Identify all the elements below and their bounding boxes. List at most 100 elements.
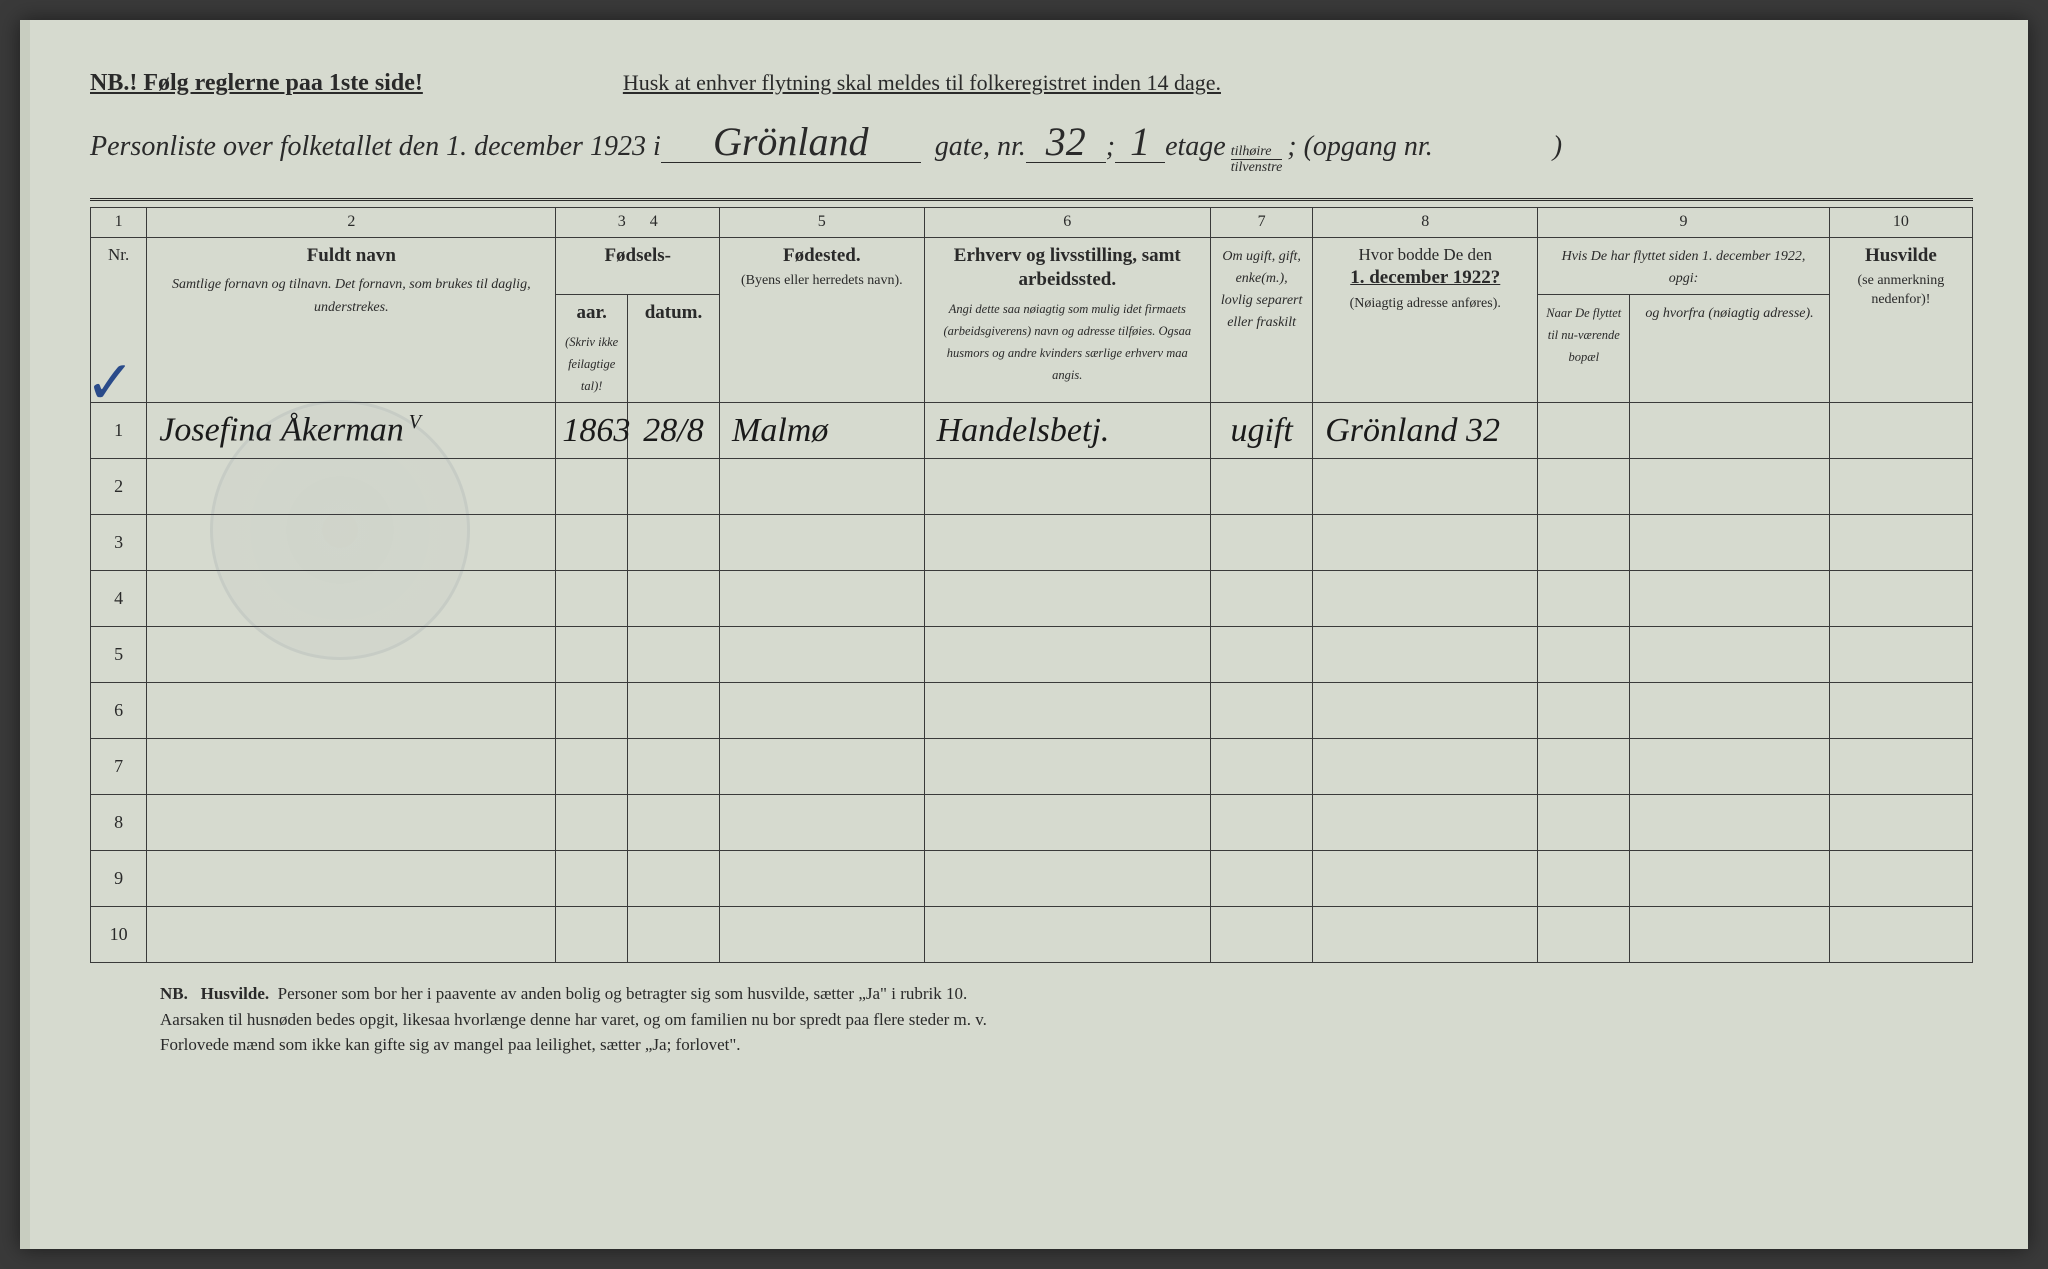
row-number: 5 [91,627,147,683]
cell-husvilde [1829,739,1972,795]
cell-moved [1538,851,1630,907]
cell-addr1922 [1313,459,1538,515]
cell-occupation [924,907,1210,963]
semicolon2: ; [1287,131,1296,163]
cell-occupation [924,851,1210,907]
cell-moved [1538,571,1630,627]
census-form: ✓ NB.! Følg reglerne paa 1ste side! Husk… [30,20,2028,1249]
table-body: 1Josefina Åkerman V186328/8MalmøHandelsb… [91,403,1973,963]
cell-moved [1538,403,1630,459]
footer-line3: Forlovede mænd som ikke kan gifte sig av… [160,1035,741,1054]
cell-name [147,907,556,963]
cell-addr1922 [1313,571,1538,627]
census-table: 1 2 3 4 5 6 7 8 9 10 Nr. Fuldt navn Samt… [90,207,1973,963]
cell-birthplace [720,907,925,963]
cell-husvilde [1829,459,1972,515]
cell-from [1630,515,1829,571]
table-row: 10 [91,907,1973,963]
colnum: 6 [924,207,1210,237]
cell-date [627,515,719,571]
col-birth-header: Fødsels- [556,237,720,294]
close-paren: ) [1553,131,1562,163]
cell-husvilde [1829,907,1972,963]
colnum: 9 [1538,207,1829,237]
table-row: 8 [91,795,1973,851]
cell-addr1922: Grönland 32 [1313,403,1538,459]
title-fill-in-row: Personliste over folketallet den 1. dece… [90,122,1973,176]
colnum: 1 [91,207,147,237]
cell-marital [1210,515,1312,571]
cell-addr1922 [1313,739,1538,795]
cell-occupation [924,459,1210,515]
cell-moved [1538,627,1630,683]
row-number: 4 [91,571,147,627]
cell-occupation [924,739,1210,795]
cell-from [1630,403,1829,459]
cell-from [1630,627,1829,683]
reminder-text: Husk at enhver flytning skal meldes til … [623,70,1221,96]
table-row: 2 [91,459,1973,515]
cell-husvilde [1829,683,1972,739]
col-date-header: datum. [627,295,719,403]
cell-marital [1210,459,1312,515]
footer-line1: Personer som bor her i paavente av anden… [278,984,968,1003]
row-number: 7 [91,739,147,795]
cell-name [147,683,556,739]
document-page: ✓ NB.! Følg reglerne paa 1ste side! Husk… [20,20,2028,1249]
cell-name: Josefina Åkerman V [147,403,556,459]
colnum: 7 [1210,207,1312,237]
opgang-label: (opgang nr. [1304,131,1433,163]
cell-year [556,851,628,907]
cell-birthplace [720,515,925,571]
cell-addr1922 [1313,907,1538,963]
cell-year [556,571,628,627]
cell-from [1630,571,1829,627]
cell-from [1630,795,1829,851]
cell-addr1922 [1313,627,1538,683]
cell-moved [1538,907,1630,963]
cell-name [147,739,556,795]
cell-year [556,627,628,683]
cell-occupation [924,627,1210,683]
cell-husvilde [1829,627,1972,683]
cell-year [556,459,628,515]
colnum: 5 [720,207,925,237]
footer-nb: NB. [160,984,188,1003]
cell-moved [1538,459,1630,515]
cell-from [1630,459,1829,515]
col-husvilde-header: Husvilde (se anmerkning nedenfor)! [1829,237,1972,402]
cell-birthplace [720,851,925,907]
cell-moved [1538,515,1630,571]
etage-label: etage [1165,131,1226,163]
cell-addr1922 [1313,851,1538,907]
col-occupation-header: Erhverv og livsstilling, samt arbeidsste… [924,237,1210,402]
colnum: 8 [1313,207,1538,237]
colnum: 10 [1829,207,1972,237]
table-row: 4 [91,571,1973,627]
table-row: 9 [91,851,1973,907]
checkmark-icon: ✓ [85,348,135,418]
cell-year [556,739,628,795]
divider-rule [90,198,1973,201]
cell-husvilde [1829,403,1972,459]
col-birthplace-header: Fødested. (Byens eller herredets navn). [720,237,925,402]
side-fraction: tilhøire tilvenstre [1231,144,1283,176]
cell-occupation [924,571,1210,627]
table-row: 7 [91,739,1973,795]
colnum: 3 4 [556,207,720,237]
cell-marital [1210,683,1312,739]
table-row: 3 [91,515,1973,571]
cell-year [556,907,628,963]
col-1922-header: Hvor bodde De den 1. december 1922? (Nøi… [1313,237,1538,402]
cell-occupation [924,683,1210,739]
cell-name [147,459,556,515]
cell-date [627,459,719,515]
cell-moved [1538,683,1630,739]
cell-marital [1210,571,1312,627]
col-marital-header: Om ugift, gift, enke(m.), lovlig separer… [1210,237,1312,402]
cell-addr1922 [1313,515,1538,571]
cell-birthplace [720,571,925,627]
footer-note: NB. Husvilde. Personer som bor her i paa… [90,981,1973,1058]
cell-birthplace: Malmø [720,403,925,459]
table-row: 1Josefina Åkerman V186328/8MalmøHandelsb… [91,403,1973,459]
